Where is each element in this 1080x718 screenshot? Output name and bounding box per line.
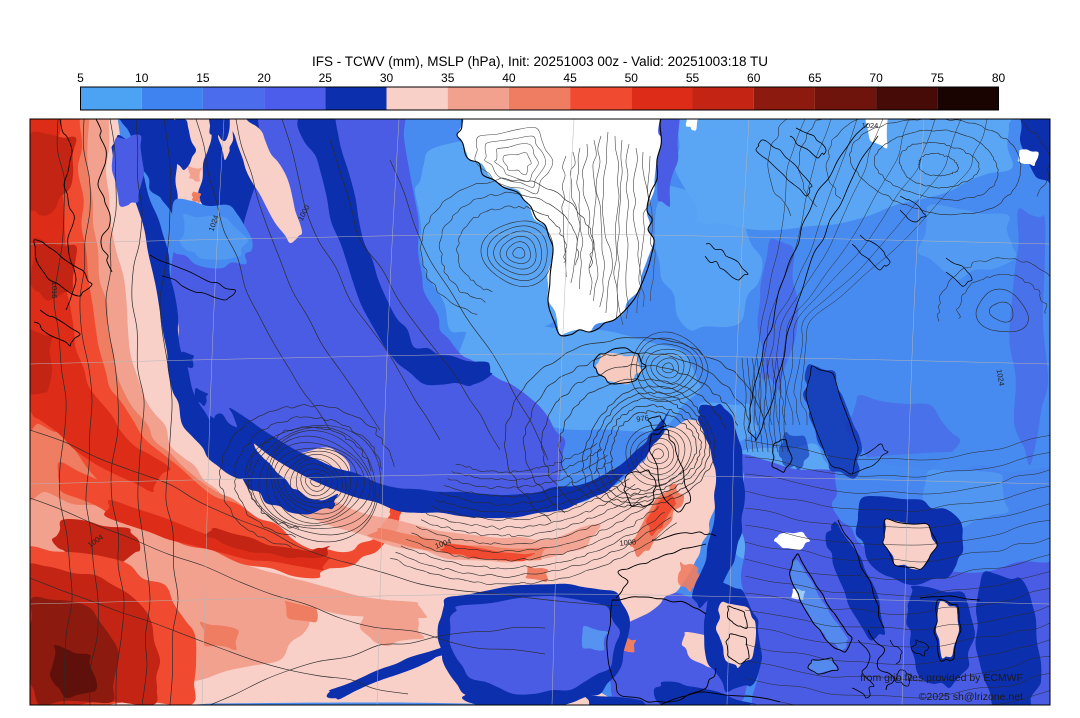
svg-text:976: 976 xyxy=(636,413,650,424)
svg-text:1008: 1008 xyxy=(619,537,636,547)
svg-text:75: 75 xyxy=(931,71,945,85)
svg-text:25: 25 xyxy=(319,71,333,85)
svg-text:50: 50 xyxy=(625,71,639,85)
svg-text:60: 60 xyxy=(747,71,761,85)
svg-text:5: 5 xyxy=(77,71,84,85)
svg-text:15: 15 xyxy=(196,71,210,85)
svg-text:35: 35 xyxy=(441,71,455,85)
svg-text:45: 45 xyxy=(563,71,577,85)
svg-text:1024: 1024 xyxy=(995,369,1007,387)
svg-text:30: 30 xyxy=(380,71,394,85)
svg-text:10: 10 xyxy=(135,71,149,85)
svg-text:65: 65 xyxy=(808,71,822,85)
svg-text:from grib files provided by EC: from grib files provided by ECMWF xyxy=(860,672,1023,684)
svg-text:40: 40 xyxy=(502,71,516,85)
svg-text:©2025 sh@lrizone.net: ©2025 sh@lrizone.net xyxy=(919,691,1023,703)
svg-text:70: 70 xyxy=(869,71,883,85)
svg-text:80: 80 xyxy=(992,71,1006,85)
svg-text:1016: 1016 xyxy=(50,282,59,299)
svg-text:IFS - TCWV (mm), MSLP (hPa), I: IFS - TCWV (mm), MSLP (hPa), Init: 20251… xyxy=(312,54,768,69)
svg-text:20: 20 xyxy=(257,71,271,85)
svg-text:1024: 1024 xyxy=(862,121,879,130)
svg-text:55: 55 xyxy=(686,71,700,85)
